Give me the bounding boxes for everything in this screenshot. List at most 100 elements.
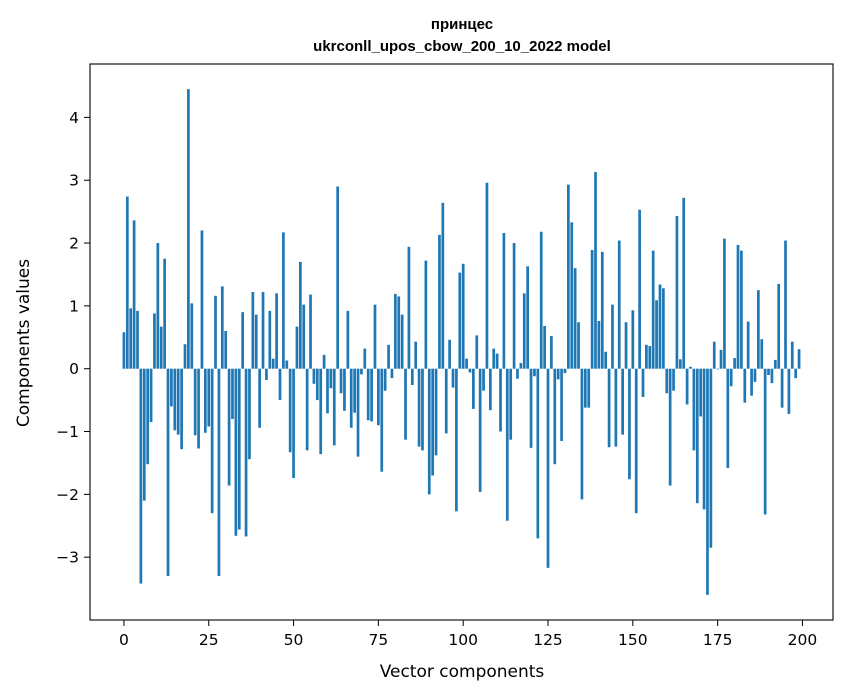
bar-24 xyxy=(203,368,207,433)
bar-82 xyxy=(400,314,404,369)
y-tick-label: 0 xyxy=(69,360,79,378)
bar-20 xyxy=(190,303,194,369)
bar-74 xyxy=(373,304,377,369)
bar-171 xyxy=(702,368,706,510)
bar-157 xyxy=(655,300,658,369)
bar-79 xyxy=(390,368,394,379)
bar-14 xyxy=(170,368,173,407)
x-tick-label: 100 xyxy=(448,631,478,649)
bar-78 xyxy=(387,344,390,369)
bar-135 xyxy=(580,368,584,500)
bar-42 xyxy=(265,368,268,381)
bar-100 xyxy=(461,263,465,369)
bar-109 xyxy=(492,348,496,369)
bar-172 xyxy=(706,368,709,595)
bar-102 xyxy=(468,368,472,373)
x-axis-ticks: 0 25 50 75 100 125 150 175 200 xyxy=(119,620,817,649)
bar-150 xyxy=(631,310,635,369)
bar-31 xyxy=(227,368,231,486)
bar-132 xyxy=(570,222,574,369)
bar-175 xyxy=(716,368,719,370)
bar-148 xyxy=(624,322,628,369)
bar-160 xyxy=(665,368,669,394)
bar-9 xyxy=(153,313,156,369)
bar-168 xyxy=(692,368,696,451)
bar-41 xyxy=(261,292,265,369)
bar-110 xyxy=(495,353,499,369)
x-axis-label: Vector components xyxy=(380,662,545,682)
bar-65 xyxy=(343,368,346,411)
bar-5 xyxy=(139,368,143,584)
y-tick-label: −3 xyxy=(56,549,79,567)
chart-title-line-1: принцес xyxy=(431,16,493,33)
y-tick-label: 3 xyxy=(69,172,79,190)
bar-80 xyxy=(393,293,397,369)
bar-13 xyxy=(166,368,170,577)
bar-103 xyxy=(472,368,475,409)
bar-155 xyxy=(648,346,652,369)
bar-119 xyxy=(526,266,530,369)
bar-149 xyxy=(628,368,631,480)
y-tick-label: 1 xyxy=(69,297,79,315)
bar-29 xyxy=(220,286,224,369)
bar-126 xyxy=(550,336,553,369)
bar-51 xyxy=(295,326,299,369)
bar-112 xyxy=(502,233,506,369)
bar-151 xyxy=(634,368,638,514)
bar-136 xyxy=(583,368,587,408)
bar-38 xyxy=(251,292,255,369)
bar-71 xyxy=(363,348,367,369)
bar-86 xyxy=(414,341,418,369)
bar-153 xyxy=(641,368,645,397)
bar-173 xyxy=(709,368,713,548)
bar-69 xyxy=(356,368,360,457)
bar-182 xyxy=(740,250,743,369)
x-tick-label: 75 xyxy=(369,631,389,649)
bar-30 xyxy=(224,331,228,369)
bar-59 xyxy=(322,354,326,369)
bar-105 xyxy=(478,368,482,492)
x-tick-label: 0 xyxy=(119,631,129,649)
bar-179 xyxy=(729,368,733,387)
bar-133 xyxy=(573,268,577,369)
bar-97 xyxy=(451,368,455,388)
bar-19 xyxy=(187,89,190,369)
bar-72 xyxy=(366,368,370,421)
bar-146 xyxy=(617,240,621,369)
bar-93 xyxy=(438,234,441,369)
bar-89 xyxy=(424,260,428,369)
bar-76 xyxy=(380,368,384,472)
bar-167 xyxy=(689,366,692,369)
bar-23 xyxy=(200,230,204,369)
bar-196 xyxy=(787,368,791,414)
bar-140 xyxy=(597,320,601,369)
bar-35 xyxy=(241,312,245,369)
bar-44 xyxy=(271,358,275,369)
bar-26 xyxy=(210,368,214,514)
chart-title-line-2: ukrconll_upos_cbow_200_10_2022 model xyxy=(313,38,611,55)
bar-107 xyxy=(485,182,489,369)
bar-87 xyxy=(417,368,421,447)
bar-144 xyxy=(611,304,614,369)
bar-98 xyxy=(455,368,458,512)
bar-141 xyxy=(600,251,604,369)
bar-152 xyxy=(638,209,641,369)
bar-15 xyxy=(173,368,177,431)
bar-6 xyxy=(142,368,146,501)
bar-121 xyxy=(533,368,536,377)
bar-54 xyxy=(305,368,309,451)
bar-184 xyxy=(746,321,750,369)
bar-195 xyxy=(784,240,787,369)
bar-48 xyxy=(285,360,289,369)
bar-73 xyxy=(370,368,373,422)
bar-197 xyxy=(790,341,794,369)
bar-115 xyxy=(512,243,516,369)
bar-117 xyxy=(519,363,523,369)
bar-50 xyxy=(292,368,295,479)
x-tick-label: 125 xyxy=(533,631,563,649)
bar-145 xyxy=(614,368,618,447)
bar-66 xyxy=(346,310,350,369)
bar-53 xyxy=(302,304,306,369)
bar-64 xyxy=(339,368,343,394)
